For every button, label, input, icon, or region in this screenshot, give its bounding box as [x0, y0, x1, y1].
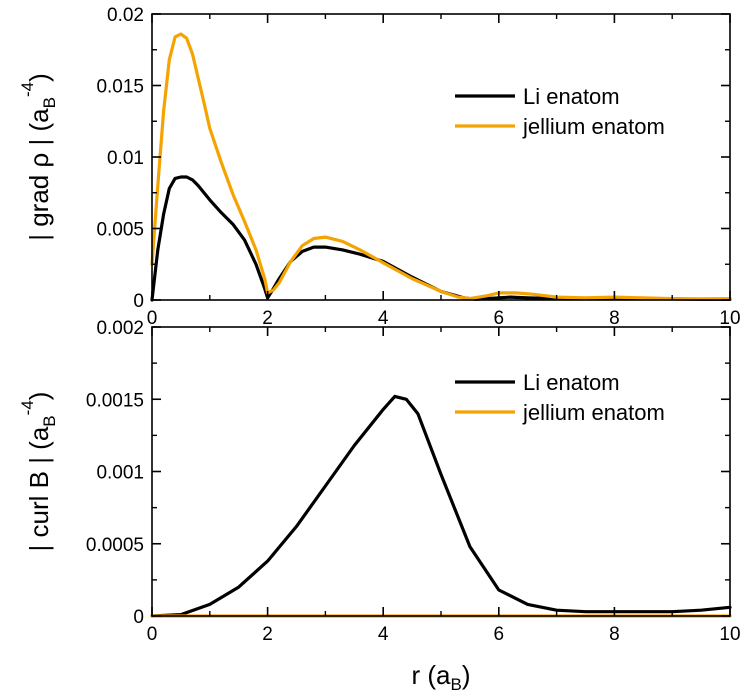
curl-b-y-axis-label: | curl B | (aB-4)	[18, 392, 59, 552]
grad-rho-series-li-enatom	[150, 175, 732, 302]
curl-b-y-tick-label: 0.002	[96, 318, 144, 339]
grad-rho-x-tick-label: 0	[147, 308, 158, 329]
curl-b-legend-label-li-enatom: Li enatom	[523, 370, 620, 395]
grad-rho-x-tick-label: 6	[494, 308, 505, 329]
grad-rho-y-tick-label: 0.015	[96, 77, 144, 98]
grad-rho-panel: 0 2 4 6 8 10 0 0.005 0.01 0.015 0.02 | grad ρ | (aB…	[18, 5, 741, 329]
x-axis-label: r (aB)	[411, 660, 470, 694]
grad-rho-legend-label-jellium-enatom: jellium enatom	[522, 114, 665, 139]
curl-b-series-li-enatom	[150, 394, 732, 618]
grad-rho-y-tick-label: 0.005	[96, 220, 144, 241]
grad-rho-legend-label-li-enatom: Li enatom	[523, 84, 620, 109]
grad-rho-x-tick-label: 4	[378, 308, 389, 329]
grad-rho-y-tick-label: 0.01	[107, 148, 144, 169]
grad-rho-x-tick-label: 10	[719, 308, 740, 329]
grad-rho-x-tick-label: 2	[262, 308, 273, 329]
curl-b-x-tick-label: 2	[262, 624, 273, 645]
curl-b-legend-label-jellium-enatom: jellium enatom	[522, 400, 665, 425]
grad-rho-x-tick-label: 8	[609, 308, 620, 329]
grad-rho-y-tick-label: 0.02	[107, 5, 144, 26]
curl-b-panel: 0 2 4 6 8 10 0 0.0005 0.001 0.0015 0.002 | curl B |…	[18, 318, 741, 645]
curl-b-x-tick-label: 10	[719, 624, 740, 645]
curl-b-x-tick-label: 8	[609, 624, 620, 645]
curl-b-y-tick-label: 0.0005	[86, 535, 144, 556]
curl-b-y-tick-label: 0.0015	[86, 390, 144, 411]
grad-rho-y-tick-label: 0	[133, 291, 144, 312]
curl-b-x-tick-label: 0	[147, 624, 158, 645]
grad-rho-series-jellium-enatom	[150, 32, 732, 301]
curl-b-x-tick-label: 6	[494, 624, 505, 645]
curl-b-y-tick-label: 0	[133, 607, 144, 628]
grad-rho-plot-frame	[151, 13, 731, 301]
grad-rho-y-axis-label: | grad ρ | (aB-4)	[18, 73, 59, 241]
curl-b-y-tick-label: 0.001	[96, 463, 144, 484]
curl-b-x-tick-label: 4	[378, 624, 389, 645]
